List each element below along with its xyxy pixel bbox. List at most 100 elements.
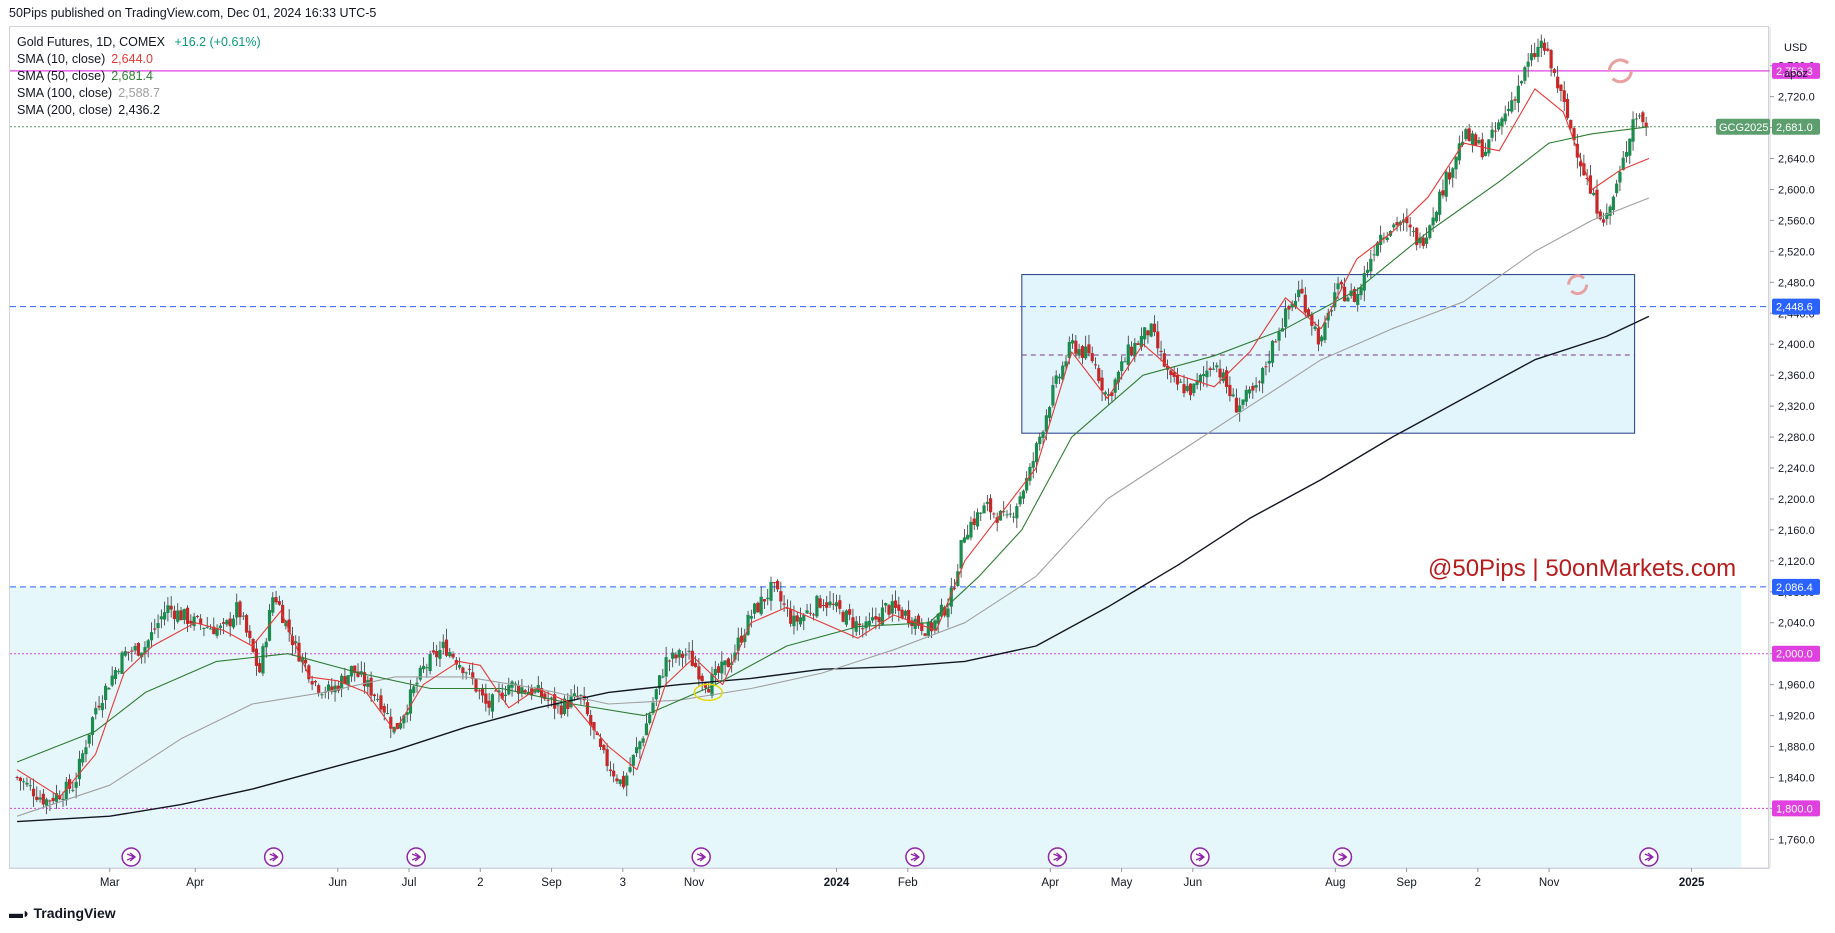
arrow-circle-icon[interactable] <box>1639 847 1659 867</box>
candle-up <box>933 620 937 631</box>
candle-up <box>405 712 409 715</box>
arrow-circle-icon[interactable] <box>1047 847 1068 867</box>
candle-down <box>989 498 993 513</box>
candle-down <box>972 518 976 525</box>
candle-down <box>795 615 799 622</box>
y-tick-label: 2,480.0 <box>1778 277 1815 289</box>
candle-down <box>1080 346 1084 358</box>
candle-down <box>857 623 862 626</box>
candle-down <box>838 600 842 609</box>
candle-up <box>1398 221 1402 225</box>
candle-down <box>615 778 619 782</box>
candle-up <box>205 626 209 628</box>
candle-down <box>51 797 55 802</box>
legend-indicator-row[interactable]: SMA (200, close) 2,436.2 <box>17 102 261 119</box>
candle-down <box>362 672 367 687</box>
candle-up <box>1329 310 1334 312</box>
candle-up <box>1372 254 1376 256</box>
candle-up <box>661 676 665 678</box>
candle-down <box>487 700 491 708</box>
price-tag-box[interactable] <box>1772 298 1820 315</box>
candle-down <box>1274 341 1278 343</box>
refresh-icon[interactable] <box>1607 58 1630 72</box>
footer-brand: ▬◗ TradingView <box>9 905 116 921</box>
arrow-circle-icon[interactable] <box>1332 847 1353 867</box>
candle-down <box>523 690 527 693</box>
candle-up <box>1487 139 1491 154</box>
candle-up <box>556 704 560 706</box>
currency-label[interactable]: USD <box>1784 42 1808 54</box>
price-tag-box[interactable] <box>1772 118 1820 135</box>
candle-down <box>228 618 232 627</box>
candle-up <box>192 616 196 627</box>
candle-up <box>1103 392 1107 395</box>
y-tick-label: 2,560.0 <box>1778 215 1815 227</box>
candle-up <box>1634 118 1638 120</box>
price-tag-box[interactable] <box>1772 645 1820 662</box>
y-tick-label: 1,880.0 <box>1778 742 1815 754</box>
legend-indicator-row[interactable]: SMA (10, close) 2,644.0 <box>17 51 261 68</box>
candle-up <box>867 620 871 626</box>
legend-indicator-row[interactable]: SMA (100, close) 2,588.7 <box>17 85 261 102</box>
candle-down <box>1474 134 1478 146</box>
candle-down <box>1579 161 1583 167</box>
candle-up <box>28 785 32 787</box>
candle-down <box>1218 368 1222 378</box>
candle-up <box>1149 323 1153 337</box>
candle-up <box>1375 242 1379 256</box>
candle-down <box>592 722 596 731</box>
candle-up <box>828 601 832 606</box>
symbol-tag-box[interactable] <box>1716 118 1770 135</box>
candle-down <box>172 610 177 620</box>
arrow-circle-icon[interactable] <box>263 847 284 867</box>
candle-down <box>379 695 383 710</box>
x-tick-label: 2 <box>477 877 483 889</box>
arrow-circle-icon[interactable] <box>121 847 141 867</box>
candle-down <box>1097 368 1101 381</box>
candle-down <box>313 681 317 683</box>
candle-up <box>441 641 445 649</box>
candle-up <box>654 689 658 700</box>
price-tag-box[interactable] <box>1772 800 1820 817</box>
arrow-circle-icon[interactable] <box>905 847 925 867</box>
candle-up <box>684 654 688 656</box>
candle-down <box>1595 189 1599 214</box>
candle-up <box>1139 335 1143 348</box>
candle-up <box>1238 405 1242 413</box>
legend-indicator-row[interactable]: SMA (50, close) 2,681.4 <box>17 68 261 85</box>
candle-down <box>435 651 439 658</box>
arrow-circle-icon[interactable] <box>1190 847 1210 867</box>
candle-up <box>628 767 632 772</box>
arrow-circle-icon[interactable] <box>406 847 426 867</box>
refresh-icon[interactable] <box>1567 274 1585 285</box>
candle-down <box>887 605 891 615</box>
y-tick-label: 1,840.0 <box>1778 772 1815 784</box>
scale-mode-label[interactable]: apoz <box>1784 68 1808 80</box>
candle-down <box>1549 50 1553 69</box>
candle-down <box>1251 385 1255 391</box>
candle-down <box>1264 366 1268 368</box>
candle-up <box>215 628 219 636</box>
candle-up <box>22 781 26 783</box>
candle-up <box>84 747 88 755</box>
candle-up <box>871 617 875 621</box>
candle-up <box>366 680 370 687</box>
candle-up <box>1346 297 1350 302</box>
candle-down <box>1188 383 1193 396</box>
range-box[interactable] <box>1021 274 1636 434</box>
price-tag-box[interactable] <box>1772 62 1820 79</box>
candle-up <box>1424 237 1429 244</box>
candle-down <box>566 700 570 710</box>
candle-down <box>553 694 557 709</box>
candle-down <box>861 628 865 630</box>
candle-down <box>169 605 173 610</box>
x-tick-label: Sep <box>541 877 561 889</box>
arrow-circle-icon[interactable] <box>691 847 711 867</box>
candle-down <box>779 591 783 602</box>
candle-down <box>199 618 203 625</box>
candle-up <box>1002 511 1006 513</box>
candle-up <box>428 654 432 672</box>
candle-down <box>1182 384 1186 394</box>
price-tag-box[interactable] <box>1772 578 1820 595</box>
